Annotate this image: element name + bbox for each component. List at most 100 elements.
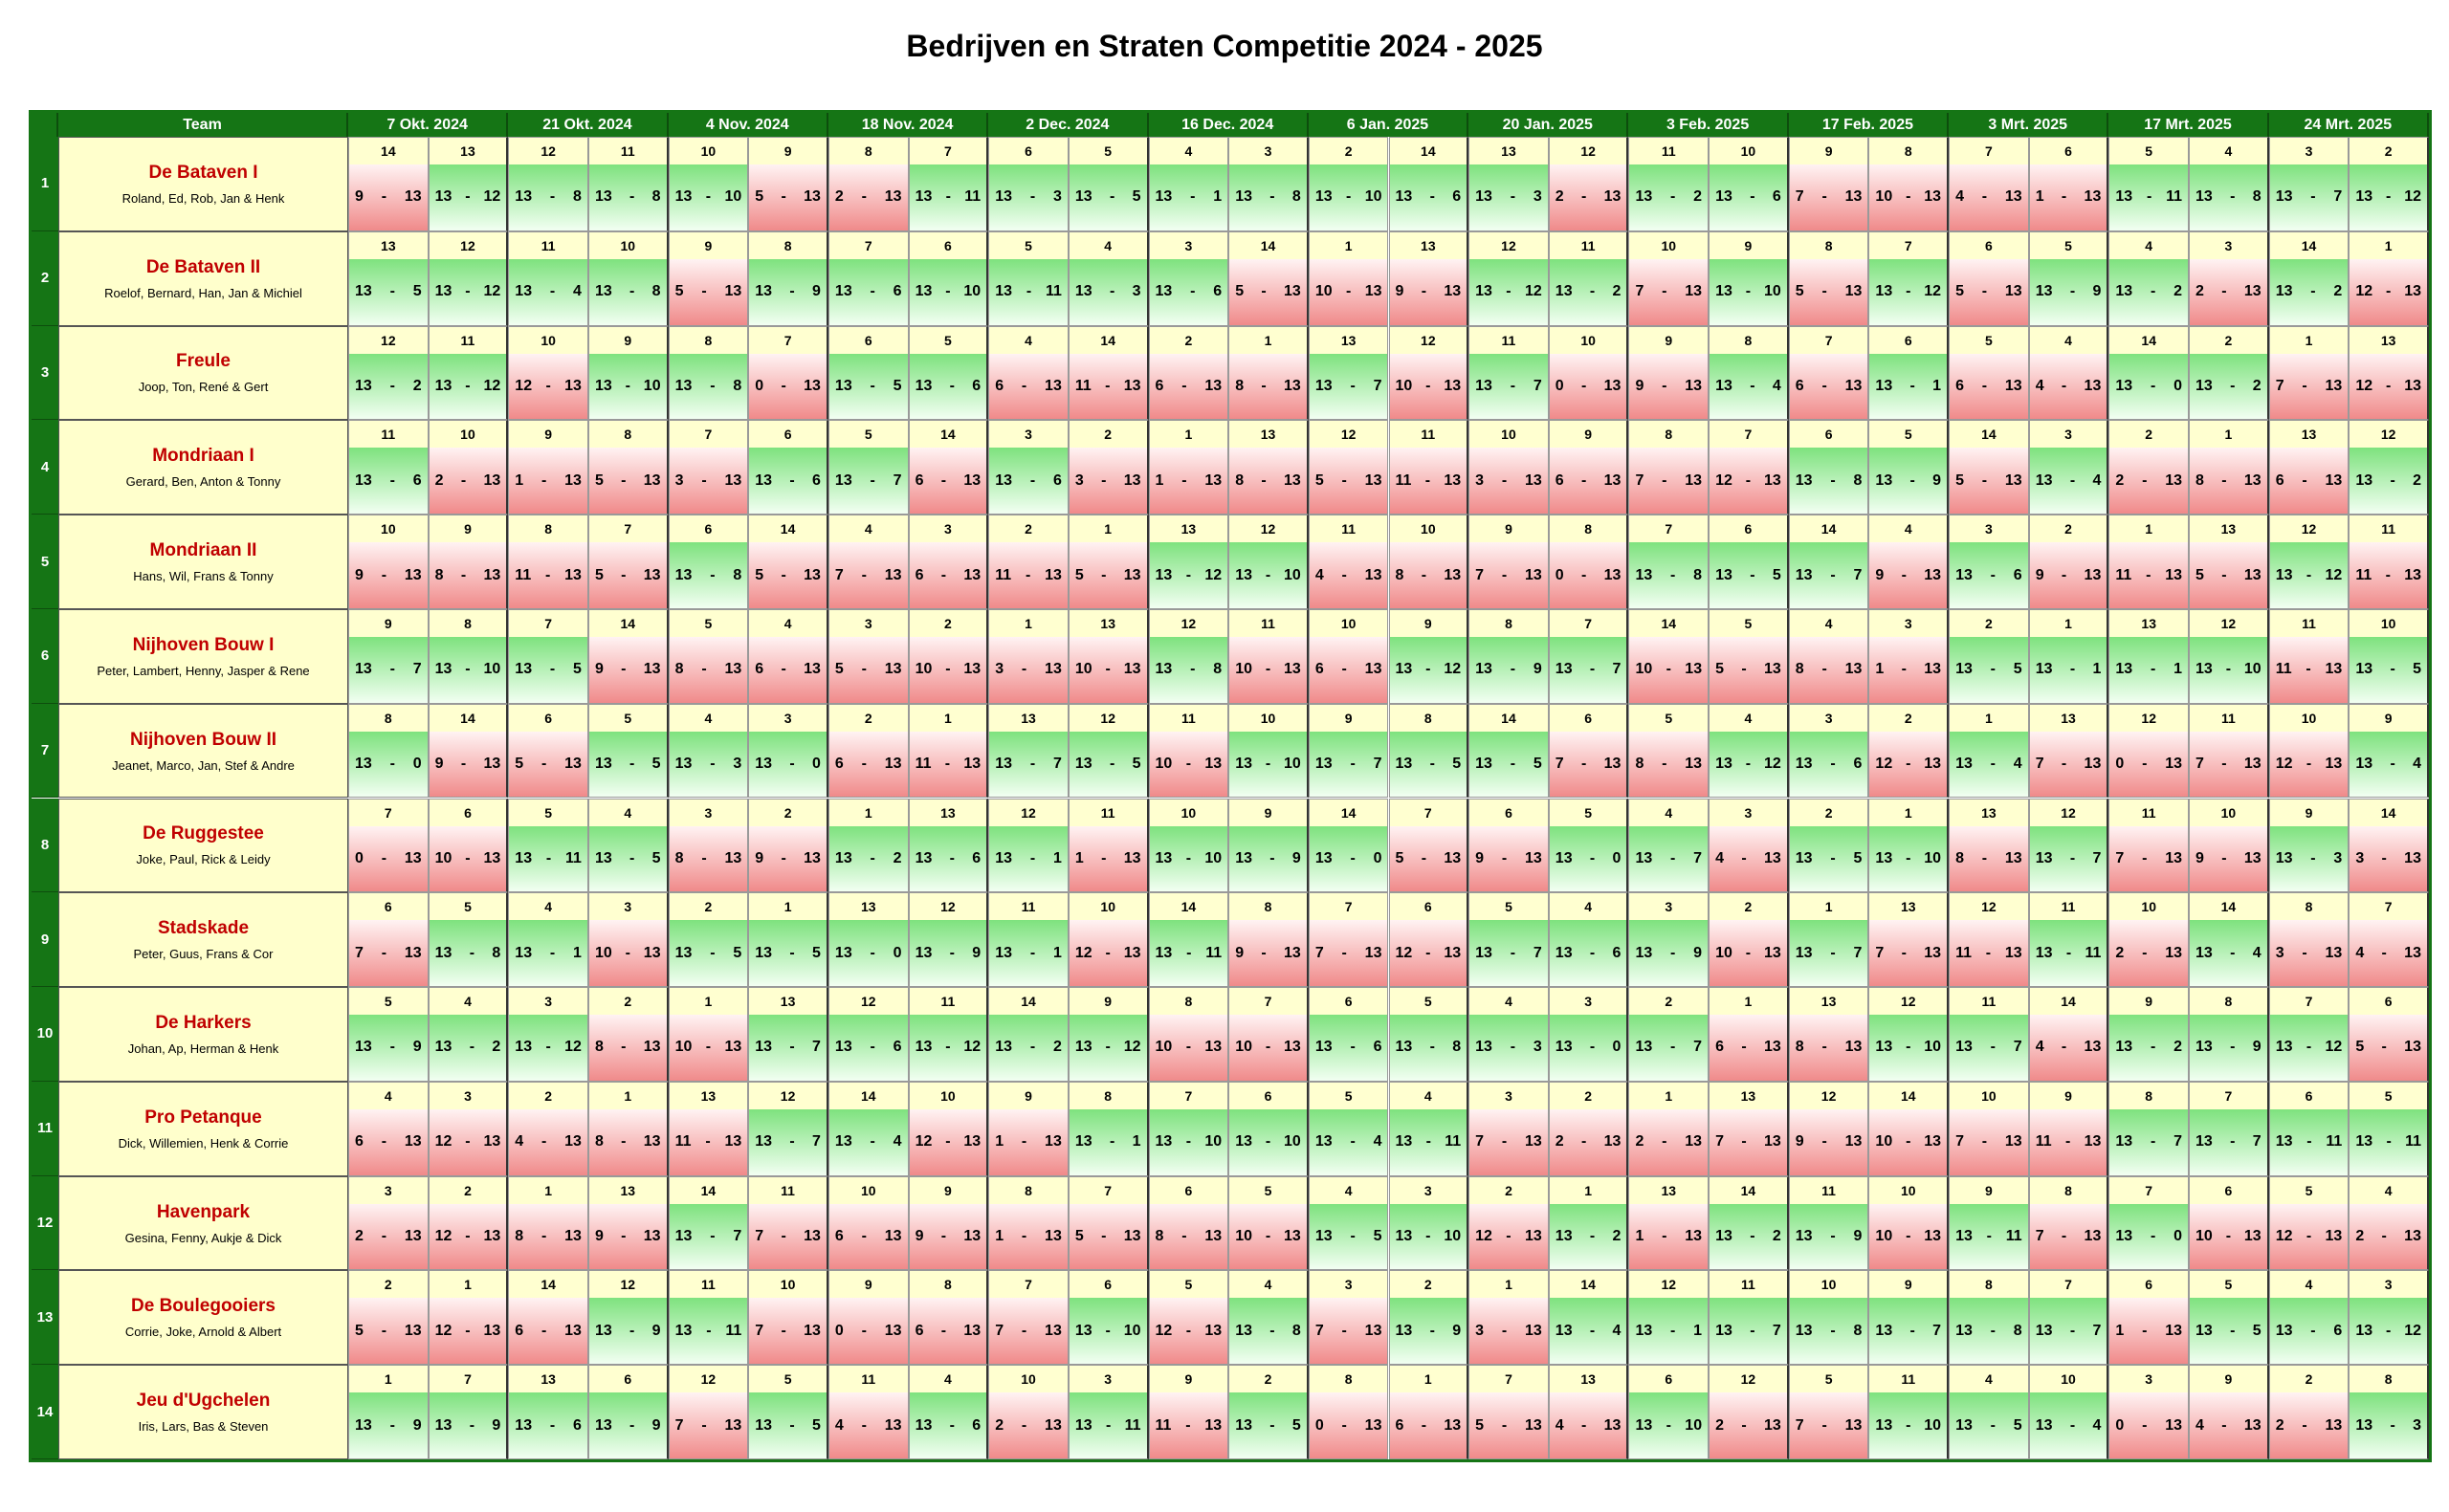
score: 13-6 [828, 258, 908, 325]
score-against: 9 [811, 283, 821, 300]
score-separator: - [870, 283, 875, 300]
opponent: 3 [909, 515, 987, 543]
date-header: 3 Feb. 2025 [1628, 113, 1789, 137]
opponent: 8 [828, 138, 908, 164]
score: 6-13 [989, 353, 1068, 420]
score-for: 12 [1475, 1228, 1492, 1245]
score-against: 12 [1524, 283, 1542, 300]
score-against: 13 [404, 1133, 422, 1150]
score-separator: - [1109, 1133, 1115, 1150]
score: 10-13 [588, 920, 667, 987]
game-cell: 7 5-13 [1388, 798, 1469, 893]
score-separator: - [945, 1039, 951, 1056]
score-for: 13 [2115, 283, 2133, 300]
score-separator: - [1101, 1228, 1107, 1245]
score-for: 13 [674, 377, 693, 394]
score-against: 13 [404, 849, 422, 866]
game-cell: 1 3-13 [988, 608, 1069, 704]
score: 4-13 [1309, 542, 1388, 608]
score: 13-7 [828, 448, 908, 515]
score-against: 6 [1612, 944, 1622, 961]
score-separator: - [701, 661, 707, 678]
score: 12-13 [2350, 353, 2427, 420]
date-header: 18 Nov. 2024 [827, 113, 989, 137]
opponent: 3 [2269, 138, 2349, 164]
date-header: 2 Dec. 2024 [988, 113, 1149, 137]
game-cell: 10 13-10 [668, 137, 749, 231]
opponent: 2 [509, 1082, 587, 1109]
game-cell: 5 13-5 [1068, 137, 1149, 231]
score-separator: - [1109, 188, 1115, 206]
score: 13-10 [909, 258, 987, 325]
score-against: 11 [964, 188, 982, 206]
score: 4-13 [2190, 1392, 2267, 1458]
row-number: 2 [32, 230, 58, 326]
game-cell: 9 8-13 [428, 515, 509, 609]
score-for: 6 [355, 1133, 364, 1150]
game-cell: 8 13-1 [1068, 1081, 1149, 1176]
score-against: 13 [2004, 944, 2022, 961]
game-cell: 5 13-7 [1468, 892, 1549, 988]
opponent: 2 [1629, 988, 1709, 1016]
score: 13-1 [2029, 636, 2107, 703]
score-separator: - [1501, 1322, 1508, 1339]
score-separator: - [2069, 283, 2076, 300]
score: 13-1 [1869, 353, 1948, 420]
score: 13-9 [429, 1392, 507, 1458]
score-against: 7 [811, 1133, 821, 1150]
score-against: 8 [1853, 1322, 1863, 1339]
opponent: 9 [1789, 138, 1868, 164]
score-separator: - [1990, 756, 1996, 773]
score-for: 8 [1955, 849, 1964, 866]
score: 5-13 [1710, 636, 1787, 703]
score-separator: - [625, 944, 630, 961]
score: 13-5 [2350, 636, 2427, 703]
opponent: 12 [1869, 988, 1948, 1016]
opponent: 11 [1789, 1176, 1868, 1204]
score-for: 1 [2115, 1322, 2125, 1339]
score-separator: - [870, 377, 875, 394]
score-for: 13 [1875, 1322, 1893, 1339]
score-separator: - [2069, 849, 2076, 866]
score-separator: - [465, 377, 471, 394]
opponent: 9 [1309, 704, 1388, 732]
score: 13-5 [749, 1392, 827, 1458]
score-against: 13 [1045, 1133, 1062, 1150]
score: 13-2 [1710, 1203, 1787, 1270]
score: 7-13 [989, 1298, 1068, 1365]
opponent: 11 [429, 326, 507, 354]
game-cell: 8 11-13 [508, 515, 588, 609]
score: 1-13 [989, 1203, 1068, 1270]
score-for: 13 [1235, 849, 1252, 866]
score-for: 11 [515, 566, 532, 583]
game-cell: 3 13-6 [988, 420, 1069, 515]
score-for: 13 [834, 1133, 852, 1150]
score-separator: - [549, 283, 556, 300]
score-separator: - [381, 188, 387, 206]
opponent: 8 [1229, 893, 1307, 921]
score-for: 0 [1555, 566, 1564, 583]
score-against: 4 [2413, 756, 2421, 773]
score-against: 13 [1045, 661, 1062, 678]
score-for: 1 [1074, 849, 1084, 866]
score-for: 6 [1155, 377, 1164, 394]
score-against: 6 [1772, 188, 1781, 206]
score-against: 7 [811, 1039, 821, 1056]
game-cell: 8 13-4 [1709, 325, 1789, 421]
score-for: 12 [915, 1133, 933, 1150]
game-cell: 9 4-13 [2189, 1365, 2269, 1459]
game-cell: 2 12-13 [1868, 703, 1950, 799]
opponent: 3 [2109, 1366, 2189, 1393]
score-against: 2 [2252, 377, 2261, 394]
score-for: 7 [674, 1416, 684, 1434]
score: 13-9 [1469, 636, 1548, 703]
score-for: 2 [1555, 1133, 1564, 1150]
score-against: 8 [651, 283, 661, 300]
game-cell: 5 8-13 [1628, 703, 1710, 799]
score-for: 13 [2275, 1322, 2293, 1339]
score: 9-13 [1789, 1108, 1868, 1175]
game-cell: 2 13-5 [1949, 608, 2029, 704]
score: 13-3 [1069, 258, 1147, 325]
score-for: 13 [2355, 188, 2373, 206]
score-for: 11 [2035, 1133, 2052, 1150]
